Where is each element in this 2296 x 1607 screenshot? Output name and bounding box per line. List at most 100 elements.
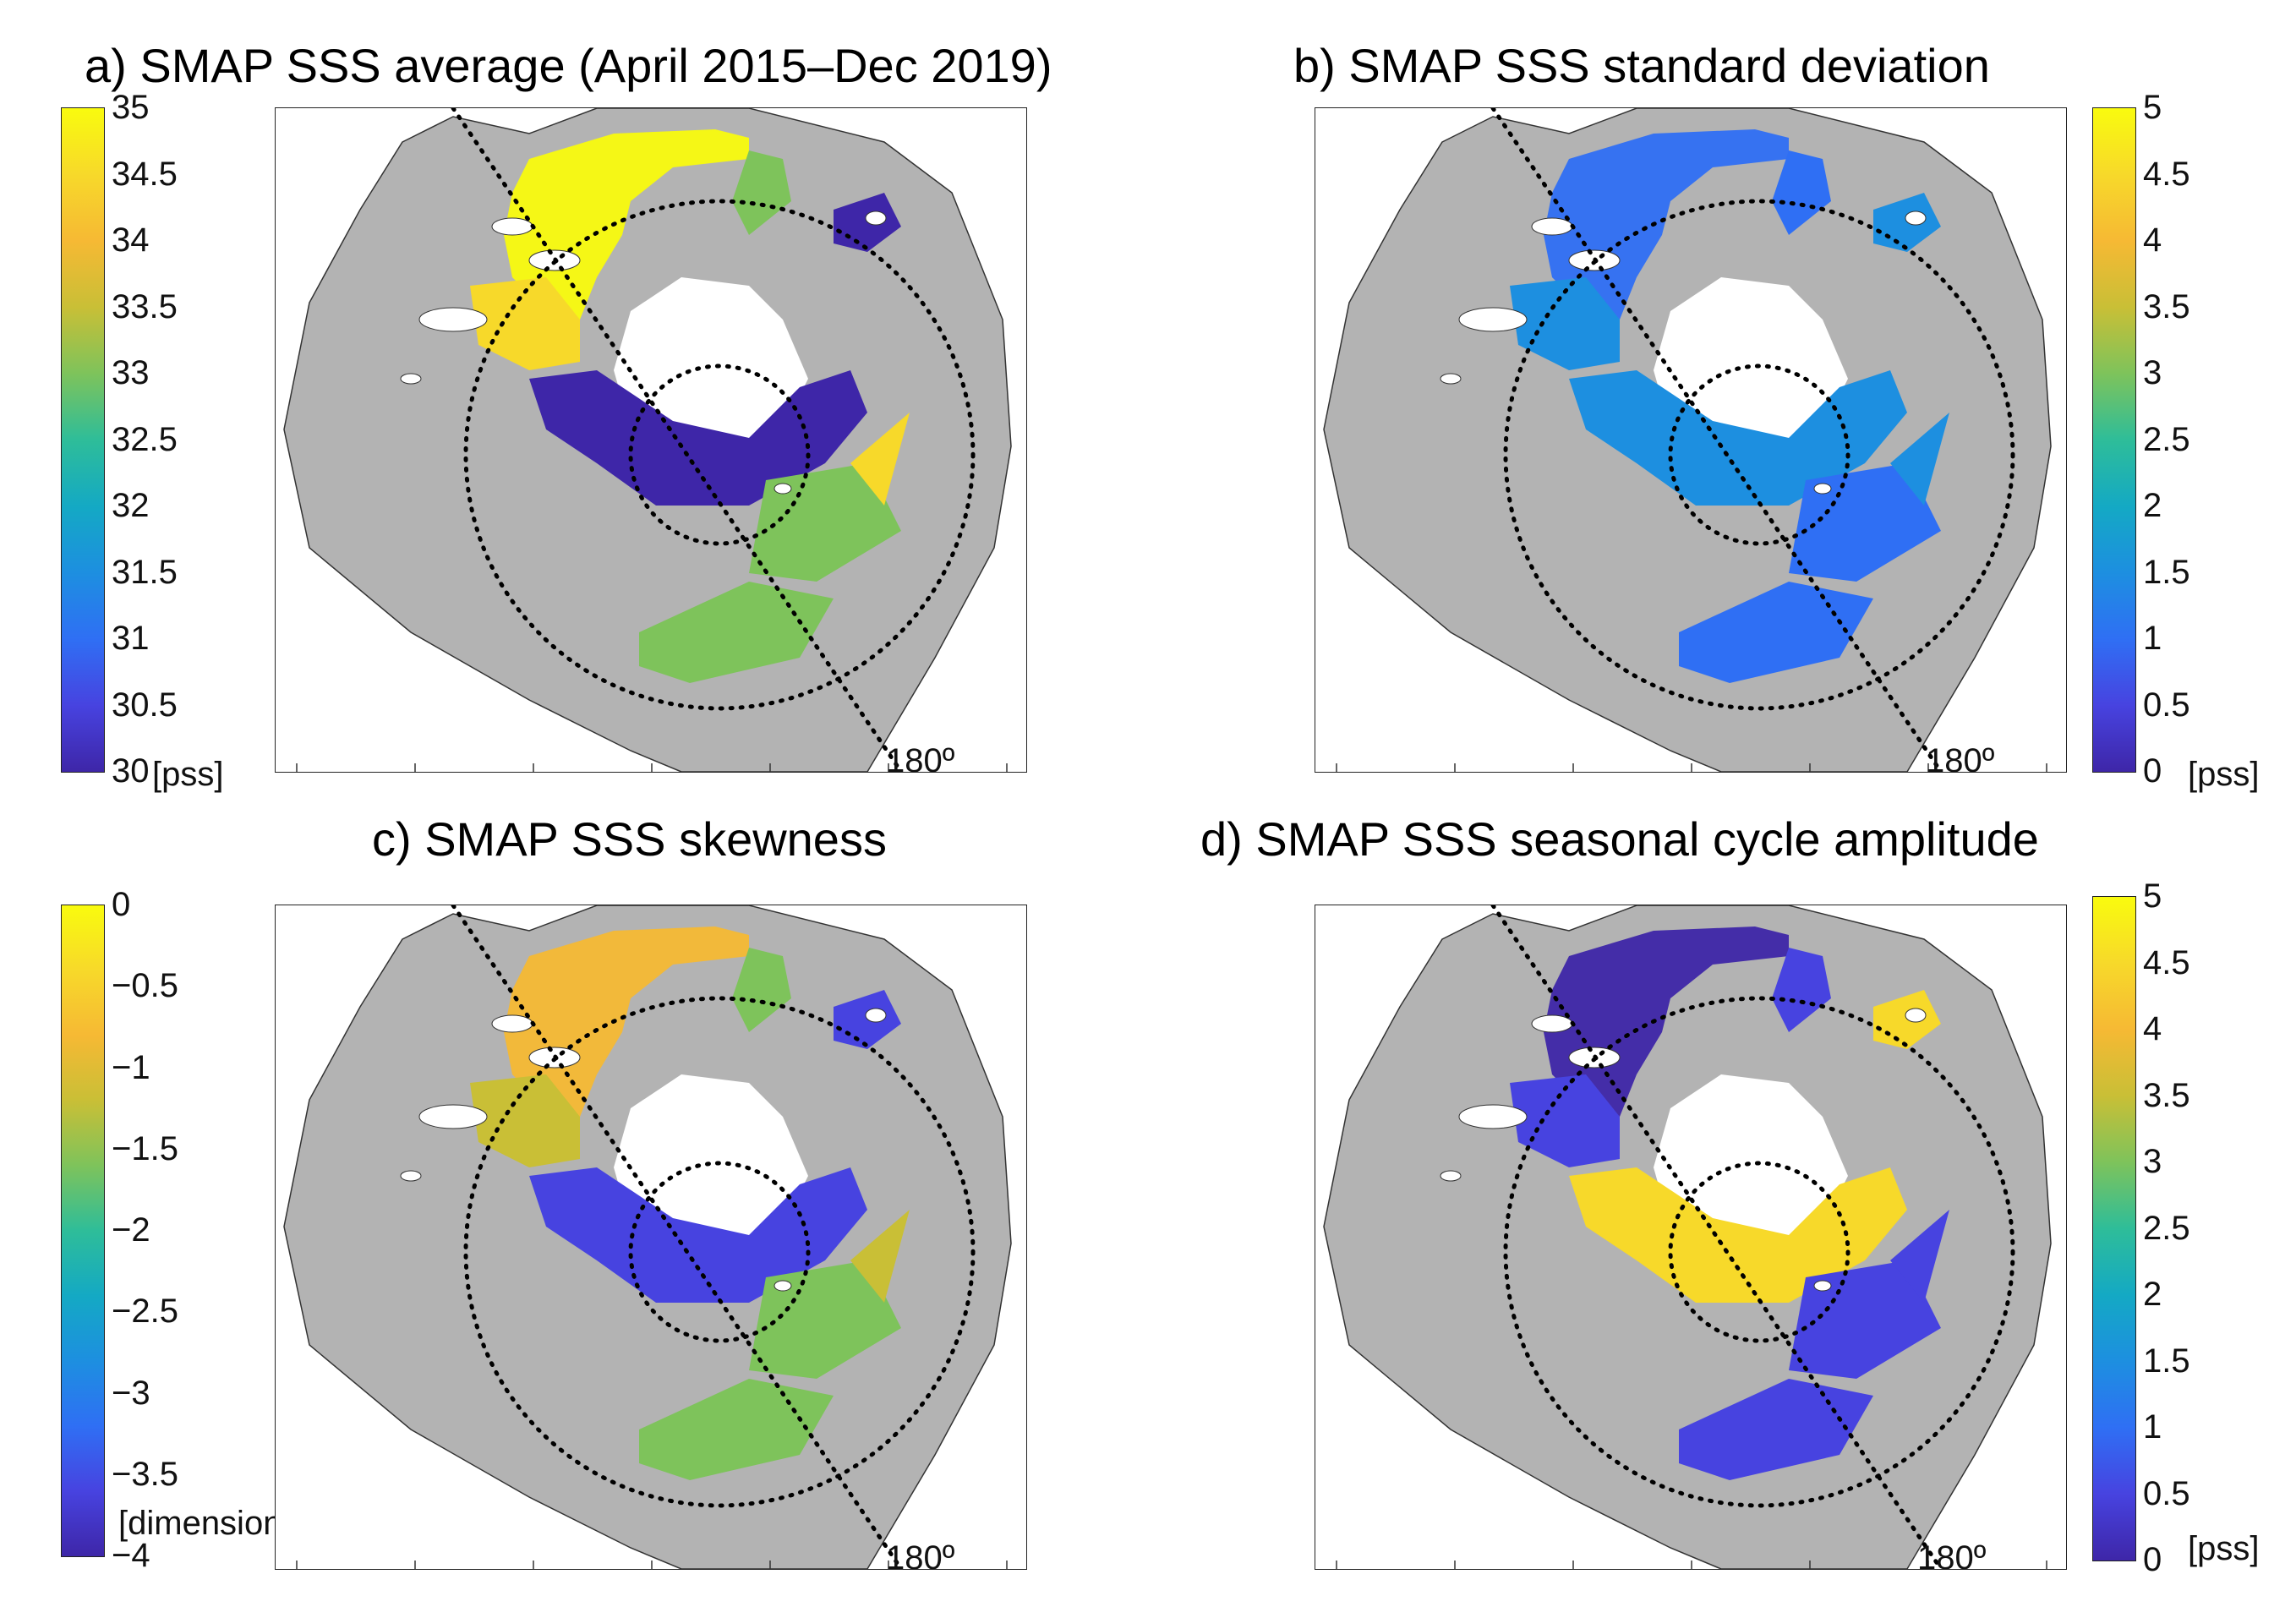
island xyxy=(1813,1280,1832,1292)
colorbar-d-tick-label: 4.5 xyxy=(2143,943,2190,981)
island xyxy=(865,1008,887,1023)
lon-label-d: 180º xyxy=(1917,1539,1987,1577)
colorbar-d-tick-label: 0 xyxy=(2143,1541,2162,1578)
latitude-circle-inner xyxy=(628,363,811,546)
island xyxy=(491,217,533,236)
colorbar-d-tick-label: 3 xyxy=(2143,1143,2162,1180)
colorbar-b-tick-label: 3.5 xyxy=(2143,287,2190,325)
panel-c-title: c) SMAP SSS skewness xyxy=(372,812,887,866)
island xyxy=(400,1170,422,1182)
colorbar-b-tick-label: 1.5 xyxy=(2143,553,2190,591)
ocean-barents-sea xyxy=(732,150,791,235)
ocean-north-pacific xyxy=(1679,1379,1873,1480)
ocean-north-atlantic xyxy=(1544,926,1789,1117)
island xyxy=(1458,1104,1528,1129)
colorbar-a-tick-label: 35 xyxy=(112,89,150,126)
ocean-gulf-of-alaska xyxy=(1890,413,1949,506)
ocean-beaufort-siberian xyxy=(529,1167,867,1303)
colorbar-b-tick-label: 0.5 xyxy=(2143,686,2190,724)
island xyxy=(418,307,488,332)
island xyxy=(491,1014,533,1033)
meridian-line xyxy=(451,108,904,772)
colorbar-c-tick-label: −1.5 xyxy=(112,1129,178,1167)
colorbar-b-tick-label: 4 xyxy=(2143,221,2162,259)
ocean-labrador-sea xyxy=(470,1074,580,1167)
colorbar-d xyxy=(2092,896,2136,1561)
colorbar-c-tick-label: −2.5 xyxy=(112,1293,178,1331)
colorbar-b-tick-label: 5 xyxy=(2143,89,2162,126)
colorbar-b-tick-label: 4.5 xyxy=(2143,155,2190,193)
ocean-labrador-sea xyxy=(1510,1074,1620,1167)
ocean-gulf-of-alaska xyxy=(850,1210,910,1303)
island xyxy=(1440,1170,1462,1182)
panel-b-title: b) SMAP SSS standard deviation xyxy=(1293,39,1990,92)
colorbar-a-tick-label: 32 xyxy=(112,487,150,524)
island xyxy=(1440,373,1462,385)
ocean-beaufort-siberian xyxy=(529,370,867,506)
island xyxy=(1531,1014,1573,1033)
island xyxy=(865,210,887,226)
colorbar-a-tick-label: 33 xyxy=(112,354,150,391)
latitude-circle-outer xyxy=(463,199,976,711)
map-d xyxy=(1315,905,2067,1570)
colorbar-c-tick-label: 0 xyxy=(112,886,131,923)
colorbar-b-tick-label: 2 xyxy=(2143,487,2162,524)
colorbar-a-tick-label: 31 xyxy=(112,620,150,657)
latitude-circle-outer xyxy=(1503,199,2015,711)
meridian-line xyxy=(1490,108,1943,772)
latitude-circle-inner xyxy=(1668,1161,1850,1343)
latitude-circle-outer xyxy=(463,996,976,1508)
colorbar-a-tick-label: 32.5 xyxy=(112,420,178,458)
colorbar-c xyxy=(61,905,105,1557)
colorbar-a-tick-label: 31.5 xyxy=(112,553,178,591)
ocean-north-atlantic xyxy=(504,129,749,320)
island xyxy=(1531,217,1573,236)
island xyxy=(1458,307,1528,332)
colorbar-a-tick-label: 34.5 xyxy=(112,155,178,193)
panel-d-title: d) SMAP SSS seasonal cycle amplitude xyxy=(1200,812,2039,866)
map-c xyxy=(275,905,1027,1570)
colorbar-b-unit: [pss] xyxy=(2188,756,2260,793)
colorbar-d-tick-label: 3.5 xyxy=(2143,1076,2190,1114)
colorbar-c-tick-label: −0.5 xyxy=(112,967,178,1005)
colorbar-d-tick-label: 0.5 xyxy=(2143,1474,2190,1512)
ocean-labrador-sea xyxy=(470,277,580,370)
colorbar-d-tick-label: 4 xyxy=(2143,1010,2162,1047)
colorbar-d-tick-label: 1.5 xyxy=(2143,1342,2190,1380)
ocean-north-atlantic xyxy=(504,926,749,1117)
colorbar-c-tick-label: −3.5 xyxy=(112,1455,178,1493)
ocean-north-pacific xyxy=(639,1379,834,1480)
island xyxy=(418,1104,488,1129)
island xyxy=(1905,210,1927,226)
panel-a-title: a) SMAP SSS average (April 2015–Dec 2019… xyxy=(85,39,1052,92)
latitude-circle-inner xyxy=(628,1161,811,1343)
colorbar-d-tick-label: 1 xyxy=(2143,1408,2162,1446)
colorbar-d-tick-label: 5 xyxy=(2143,877,2162,915)
island xyxy=(400,373,422,385)
colorbar-a-tick-label: 33.5 xyxy=(112,287,178,325)
colorbar-a-tick-label: 34 xyxy=(112,221,150,259)
ocean-north-pacific xyxy=(1679,582,1873,683)
island xyxy=(774,1280,792,1292)
colorbar-b-tick-label: 0 xyxy=(2143,752,2162,790)
colorbar-b-tick-label: 3 xyxy=(2143,354,2162,391)
colorbar-a xyxy=(61,107,105,773)
colorbar-d-unit: [pss] xyxy=(2188,1530,2260,1567)
latitude-circle-inner xyxy=(1668,363,1850,546)
colorbar-c-tick-label: −2 xyxy=(112,1211,150,1249)
map-a xyxy=(275,107,1027,773)
lon-label-b: 180º xyxy=(1926,742,1995,779)
ocean-north-pacific xyxy=(639,582,834,683)
island xyxy=(1813,483,1832,495)
colorbar-d-tick-label: 2.5 xyxy=(2143,1209,2190,1247)
colorbar-c-tick-label: −1 xyxy=(112,1048,150,1086)
ocean-barents-sea xyxy=(732,948,791,1032)
colorbar-d-tick-label: 2 xyxy=(2143,1276,2162,1313)
colorbar-b xyxy=(2092,107,2136,773)
meridian-line xyxy=(1490,905,1943,1569)
colorbar-c-tick-label: −4 xyxy=(112,1537,150,1574)
colorbar-b-tick-label: 2.5 xyxy=(2143,420,2190,458)
island xyxy=(1905,1008,1927,1023)
meridian-line xyxy=(451,905,904,1569)
lon-label-a: 180º xyxy=(886,742,955,779)
